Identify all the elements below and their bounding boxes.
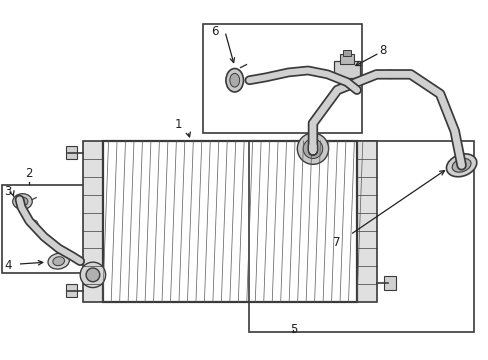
Ellipse shape	[446, 154, 476, 177]
Ellipse shape	[225, 68, 243, 92]
Bar	[203, 23, 361, 133]
Bar	[2, 185, 96, 273]
Circle shape	[80, 262, 105, 288]
Circle shape	[86, 268, 100, 282]
Ellipse shape	[13, 194, 32, 210]
Circle shape	[45, 237, 53, 244]
Text: 8: 8	[379, 44, 386, 57]
Text: 2: 2	[25, 167, 33, 180]
Text: 3: 3	[4, 185, 11, 198]
Circle shape	[356, 76, 365, 85]
Bar	[83, 141, 102, 302]
Bar	[356, 141, 376, 302]
Bar	[343, 50, 350, 56]
Circle shape	[327, 92, 336, 101]
Circle shape	[303, 139, 322, 158]
Text: 7: 7	[332, 236, 339, 249]
Text: 4: 4	[4, 258, 11, 271]
Ellipse shape	[229, 73, 239, 87]
Text: 1: 1	[174, 118, 182, 131]
Bar	[65, 284, 77, 297]
Bar	[102, 141, 356, 302]
Text: 6: 6	[211, 26, 219, 39]
Ellipse shape	[17, 197, 28, 206]
Text: 5: 5	[289, 324, 297, 337]
Ellipse shape	[48, 253, 69, 269]
Circle shape	[385, 70, 394, 79]
Bar	[384, 276, 395, 289]
Circle shape	[308, 119, 317, 128]
Circle shape	[297, 133, 328, 165]
Bar	[65, 146, 77, 159]
Bar	[340, 54, 353, 64]
Ellipse shape	[451, 158, 470, 172]
Bar	[334, 61, 359, 78]
Ellipse shape	[53, 257, 64, 266]
Bar	[249, 141, 473, 332]
Circle shape	[60, 248, 67, 256]
Circle shape	[30, 220, 38, 228]
